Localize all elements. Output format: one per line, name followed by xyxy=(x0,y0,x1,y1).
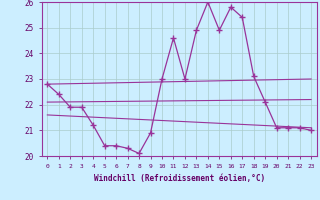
X-axis label: Windchill (Refroidissement éolien,°C): Windchill (Refroidissement éolien,°C) xyxy=(94,174,265,183)
